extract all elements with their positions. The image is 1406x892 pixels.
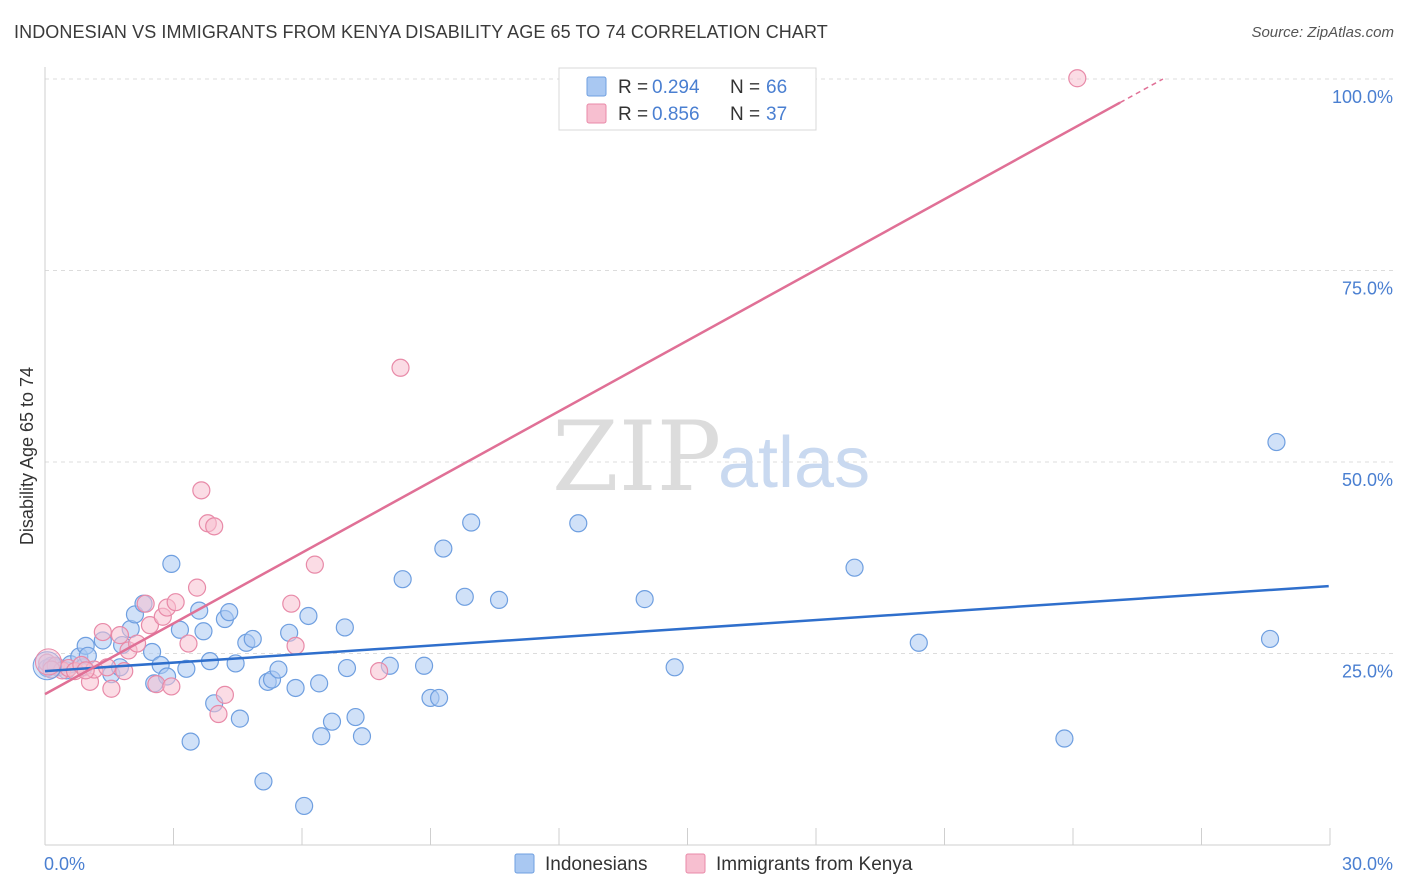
point-indonesian — [393, 570, 412, 589]
point-kenya — [179, 634, 198, 653]
watermark-atlas: atlas — [718, 423, 870, 503]
point-indonesian — [142, 642, 162, 662]
legend-r-value-1: 0.294 — [652, 77, 700, 98]
point-indonesian — [1055, 729, 1074, 748]
trend-lines — [44, 78, 1329, 696]
point-indonesian — [845, 558, 864, 577]
point-indonesian — [194, 622, 213, 641]
point-indonesian — [299, 606, 318, 626]
point-indonesian — [322, 712, 342, 731]
watermark: ZIP atlas — [552, 401, 870, 513]
y-tick-label: 25.0% — [1342, 662, 1393, 682]
point-kenya — [286, 636, 305, 655]
point-indonesian — [414, 656, 434, 675]
point-kenya — [147, 675, 166, 694]
point-indonesian — [254, 772, 273, 791]
point-kenya — [209, 704, 228, 724]
point-indonesian — [909, 633, 928, 652]
watermark-zip: ZIP — [552, 401, 721, 513]
point-kenya — [140, 616, 160, 635]
legend-n-value-1: 66 — [766, 77, 787, 98]
point-indonesian — [455, 587, 474, 606]
point-kenya — [305, 555, 324, 574]
series-legend: Indonesians Immigrants from Kenya — [514, 853, 913, 875]
bottom-legend-swatch-kenya — [685, 853, 706, 874]
point-kenya — [93, 622, 112, 642]
y-tick-label: 75.0% — [1342, 279, 1393, 299]
point-indonesian — [220, 603, 239, 622]
x-tick-label-min: 0.0% — [44, 854, 85, 874]
axes — [44, 67, 1331, 846]
legend-r-label-2: R = — [618, 104, 648, 125]
point-indonesian — [286, 678, 305, 698]
point-indonesian — [429, 688, 449, 708]
stats-legend: R = 0.294 N = 66 R = 0.856 N = 37 — [558, 67, 817, 131]
point-indonesian — [462, 513, 481, 532]
y-axis-label: Disability Age 65 to 74 — [17, 367, 37, 545]
point-indonesian — [269, 660, 288, 679]
point-kenya — [110, 626, 130, 645]
point-kenya — [166, 593, 185, 612]
point-kenya — [102, 679, 121, 698]
point-kenya — [370, 662, 389, 681]
point-indonesian — [230, 709, 249, 728]
point-kenya — [391, 358, 410, 377]
point-kenya — [162, 677, 181, 696]
point-indonesian — [352, 727, 372, 746]
point-indonesian — [489, 590, 509, 609]
point-kenya — [1068, 69, 1087, 88]
y-tick-labels: 25.0% 50.0% 75.0% 100.0% — [1332, 87, 1393, 682]
legend-n-label-1: N = — [730, 77, 760, 98]
point-indonesian — [335, 618, 354, 637]
legend-r-label-1: R = — [618, 77, 648, 98]
point-kenya — [205, 517, 224, 536]
point-indonesian — [569, 514, 588, 533]
point-kenya — [136, 594, 155, 613]
y-tick-label: 100.0% — [1332, 87, 1393, 107]
legend-n-label-2: N = — [730, 104, 760, 125]
trend-line-indonesians — [44, 584, 1329, 673]
legend-r-value-2: 0.856 — [652, 104, 700, 125]
point-indonesian — [346, 707, 365, 727]
point-kenya — [192, 481, 211, 500]
chart-title: INDONESIAN VS IMMIGRANTS FROM KENYA DISA… — [14, 22, 828, 42]
point-indonesian — [1267, 432, 1286, 452]
point-indonesian — [665, 658, 684, 677]
point-kenya — [34, 648, 62, 676]
point-kenya — [187, 578, 207, 597]
grid-lines — [45, 78, 1393, 654]
point-indonesian — [635, 590, 654, 609]
chart-source: Source: ZipAtlas.com — [1251, 24, 1394, 41]
point-indonesian — [162, 554, 181, 573]
legend-swatch-indonesians — [586, 76, 607, 97]
point-indonesian — [243, 629, 262, 649]
bottom-legend-label-indonesians: Indonesians — [545, 854, 647, 875]
y-tick-label: 50.0% — [1342, 470, 1393, 490]
point-kenya — [282, 594, 301, 613]
point-kenya — [215, 685, 234, 704]
point-indonesian — [312, 727, 331, 746]
point-indonesian — [337, 658, 357, 678]
legend-n-value-2: 37 — [766, 104, 787, 125]
bottom-legend-label-kenya: Immigrants from Kenya — [716, 854, 913, 875]
legend-swatch-kenya — [586, 103, 607, 124]
point-indonesian — [1260, 629, 1280, 649]
point-indonesian — [310, 674, 329, 693]
x-tick-label-max: 30.0% — [1342, 854, 1393, 874]
point-indonesian — [434, 539, 453, 558]
trend-line-kenya-extension — [1119, 78, 1164, 104]
bottom-legend-swatch-indonesians — [514, 853, 535, 874]
point-indonesian — [295, 796, 314, 816]
trend-line-kenya — [44, 101, 1121, 696]
point-indonesian — [181, 732, 200, 751]
point-indonesian — [177, 659, 196, 678]
